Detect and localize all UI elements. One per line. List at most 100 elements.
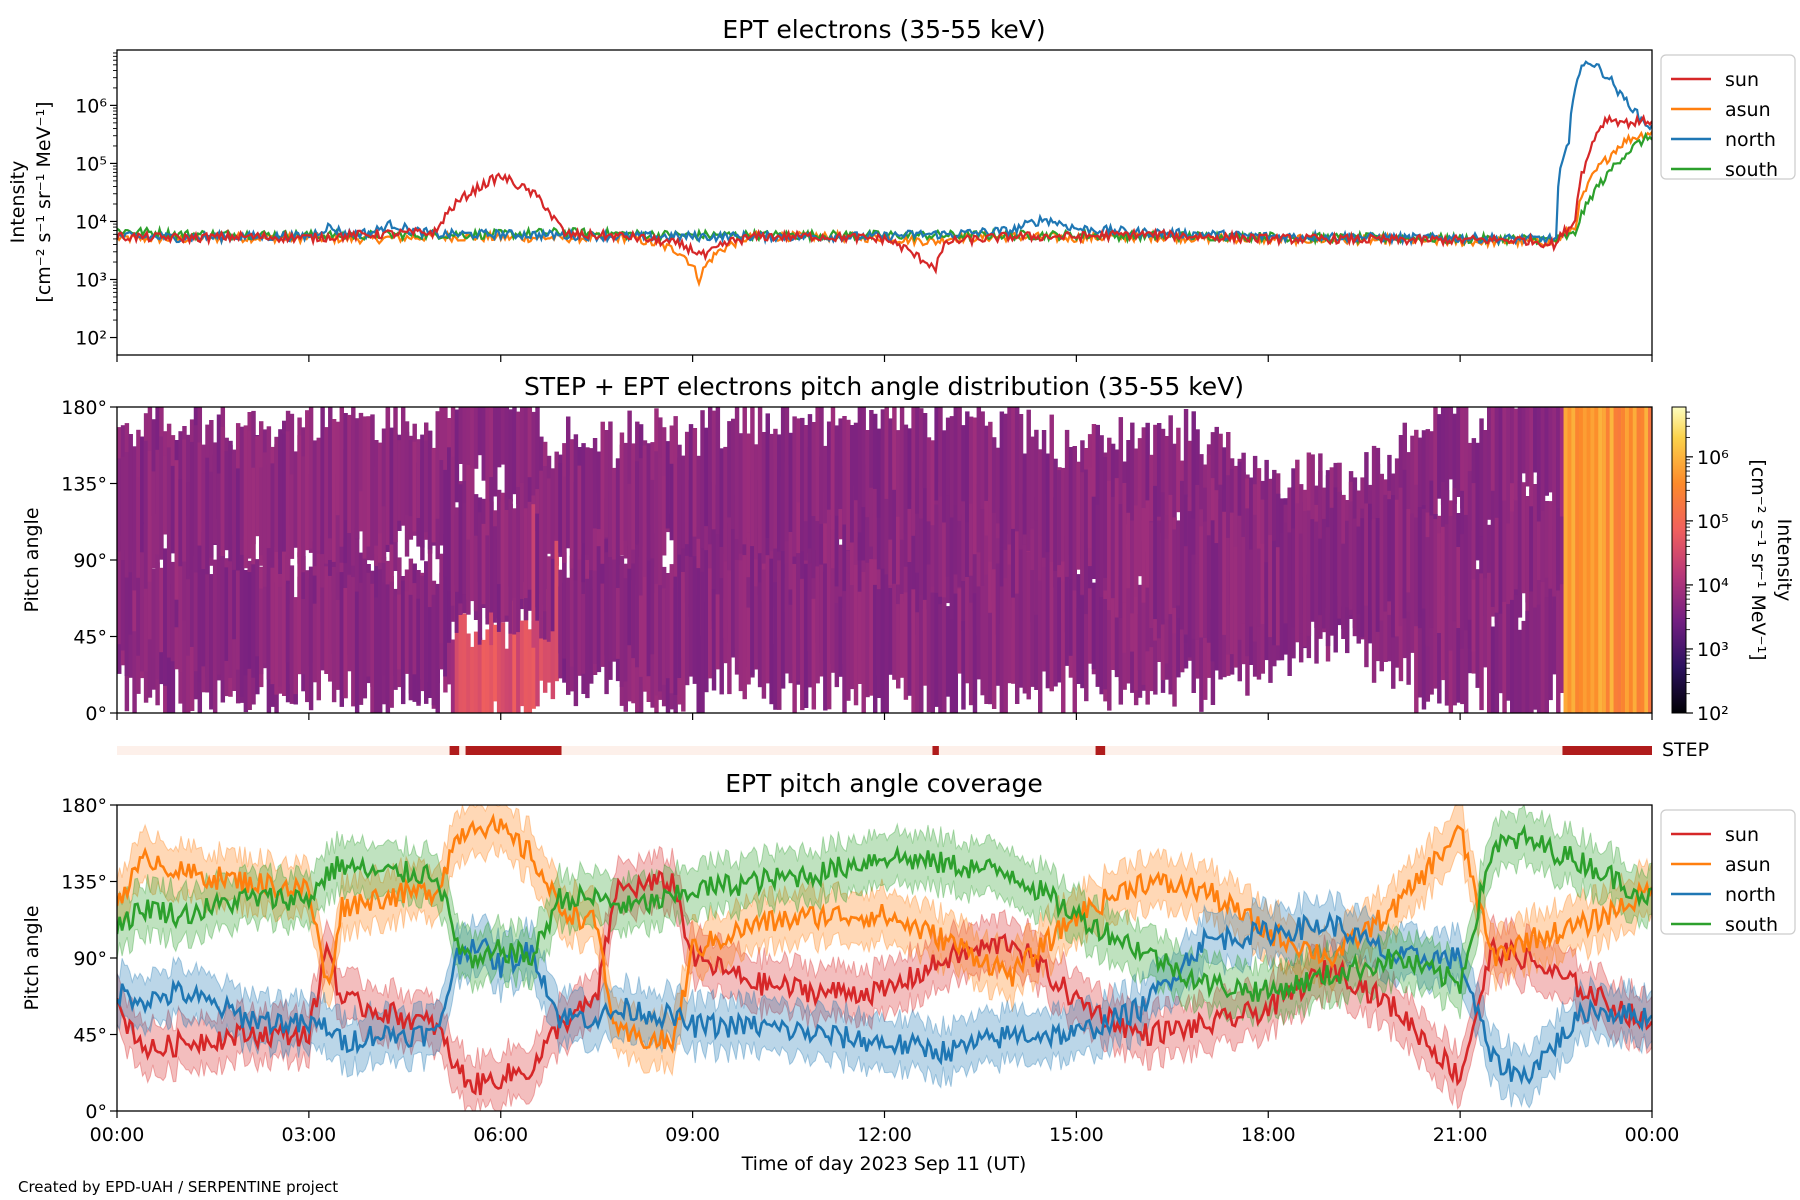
pad-heatmap-cell [1110, 545, 1116, 659]
pad-heatmap-cell [466, 539, 471, 615]
pad-heatmap-cell [1206, 454, 1212, 604]
pad-heatmap-cell [876, 589, 882, 698]
pad-heatmap-cell [604, 552, 609, 695]
pad-heatmap-cell [896, 604, 901, 689]
coverage-legend-label-asun: asun [1725, 854, 1771, 876]
pad-heatmap-cell [1298, 533, 1304, 634]
pad-heatmap-cell [719, 448, 724, 547]
coverage-line-asun [117, 812, 1652, 1054]
pad-heatmap-cell [170, 561, 176, 662]
pad-heatmap-cell [512, 407, 517, 495]
pad-heatmap-cell [427, 607, 433, 698]
coverage-x-tick-label: 03:00 [281, 1124, 336, 1146]
pad-heatmap-cell [834, 425, 840, 516]
pad-heatmap-cell [1283, 522, 1289, 624]
pad-heatmap-cell [700, 410, 705, 549]
pad-heatmap-cell [500, 407, 506, 465]
pad-heatmap-cell [830, 568, 836, 673]
pad-heatmap-cell [842, 416, 847, 525]
pad-heatmap-cell [1429, 515, 1434, 628]
pad-heatmap-cell [550, 553, 556, 632]
pad-heatmap-cell [312, 541, 318, 663]
pad-heatmap-cell [282, 433, 287, 552]
pad-heatmap-cell [1371, 548, 1377, 683]
pad-heatmap-cell [765, 555, 770, 684]
pad-heatmap-cell [1544, 407, 1549, 496]
colorbar-ticks: 10² 10³ 10⁴ 10⁵ 10⁶ [1686, 411, 1729, 725]
pad-heatmap-cell [1310, 454, 1315, 570]
pad-heatmap-cell [665, 441, 671, 529]
pad-heatmap-cell [1602, 407, 1607, 713]
pad-heatmap-cell [846, 419, 851, 551]
pad-heatmap-cell [1429, 569, 1434, 695]
pad-heatmap-cell [1582, 407, 1588, 713]
pad-heatmap-cell [1525, 407, 1530, 487]
pad-heatmap-cell [1007, 564, 1012, 684]
pad-heatmap-cell [907, 428, 912, 509]
pad-heatmap-cell [1034, 497, 1039, 621]
pad-heatmap-cell [1536, 475, 1542, 580]
pad-heatmap-cell [807, 414, 813, 549]
pad-heatmap-cell [1030, 436, 1035, 528]
intensity-line-asun [117, 130, 1652, 288]
pad-heatmap-cell [124, 550, 130, 676]
pad-heatmap-cell [1460, 602, 1465, 705]
pad-heatmap-cell [669, 463, 675, 541]
pad-heatmap-cell [335, 510, 341, 640]
pad-heatmap-cell [274, 436, 279, 552]
pad-heatmap-cell [531, 411, 536, 505]
pad-heatmap-cell [965, 494, 970, 584]
pad-heatmap-cell [508, 622, 513, 713]
pad-heatmap-cell [915, 478, 920, 573]
pad-heatmap-cell [757, 407, 763, 554]
pad-heatmap-cell [711, 589, 717, 691]
pad-heatmap-cell [531, 504, 536, 648]
pad-heatmap-cell [608, 534, 613, 662]
pad-heatmap-cell [654, 451, 659, 584]
pad-heatmap-cell [1076, 461, 1081, 570]
pad-heatmap-cell [1091, 424, 1097, 557]
pad-heatmap-cell [819, 564, 824, 677]
pad-heatmap-cell [596, 546, 602, 673]
coverage-x-tick-label: 06:00 [473, 1124, 528, 1146]
pad-heatmap-cell [1118, 504, 1124, 618]
pad-heatmap-cell [1628, 407, 1634, 713]
pad-heatmap-cell [742, 555, 747, 700]
pad-heatmap-cell [1433, 407, 1438, 540]
pad-heatmap-cell [285, 583, 291, 663]
pad-heatmap-cell [508, 499, 513, 634]
pad-heatmap-cell [120, 456, 126, 561]
pad-heatmap-cell [1486, 407, 1492, 520]
pad-heatmap-cell [1525, 496, 1530, 628]
pad-heatmap-cell [462, 613, 467, 713]
pad-heatmap-cell [485, 629, 490, 713]
intensity-y-label-line2: [cm⁻² s⁻¹ sr⁻¹ MeV⁻¹] [33, 101, 55, 302]
pad-heatmap-cell [731, 499, 736, 603]
pad-heatmap-cell [328, 407, 333, 539]
pad-heatmap-cell [1114, 478, 1120, 618]
pad-heatmap-cell [919, 595, 924, 713]
pad-heatmap-cell [205, 457, 210, 575]
pad-heatmap-cell [1011, 485, 1016, 629]
pad-heatmap-cell [466, 407, 471, 490]
intensity-legend-label-asun: asun [1725, 99, 1771, 121]
pad-heatmap-cell [519, 482, 525, 599]
pad-heatmap-cell [458, 407, 463, 464]
pad-heatmap-cell [642, 445, 648, 577]
pad-heatmap-cell [1095, 424, 1100, 552]
coverage-legend-label-south: south [1725, 914, 1778, 936]
pad-heatmap-cell [746, 537, 751, 667]
pad-heatmap-cell [1517, 480, 1523, 618]
pad-heatmap-cell [1241, 452, 1246, 583]
pad-heatmap-cell [404, 591, 410, 674]
pad-heatmap-cell [1371, 518, 1377, 614]
pad-heatmap-cell [1579, 407, 1584, 713]
pad-heatmap-cell [470, 646, 475, 713]
pad-heatmap-cell [1463, 407, 1469, 519]
pad-heatmap-cell [880, 409, 886, 527]
pad-heatmap-cell [535, 604, 540, 707]
pad-heatmap-cell [1521, 407, 1526, 474]
pad-heatmap-cell [493, 624, 498, 702]
pad-heatmap-cell [991, 569, 997, 709]
pad-heatmap-cell [1195, 485, 1200, 585]
